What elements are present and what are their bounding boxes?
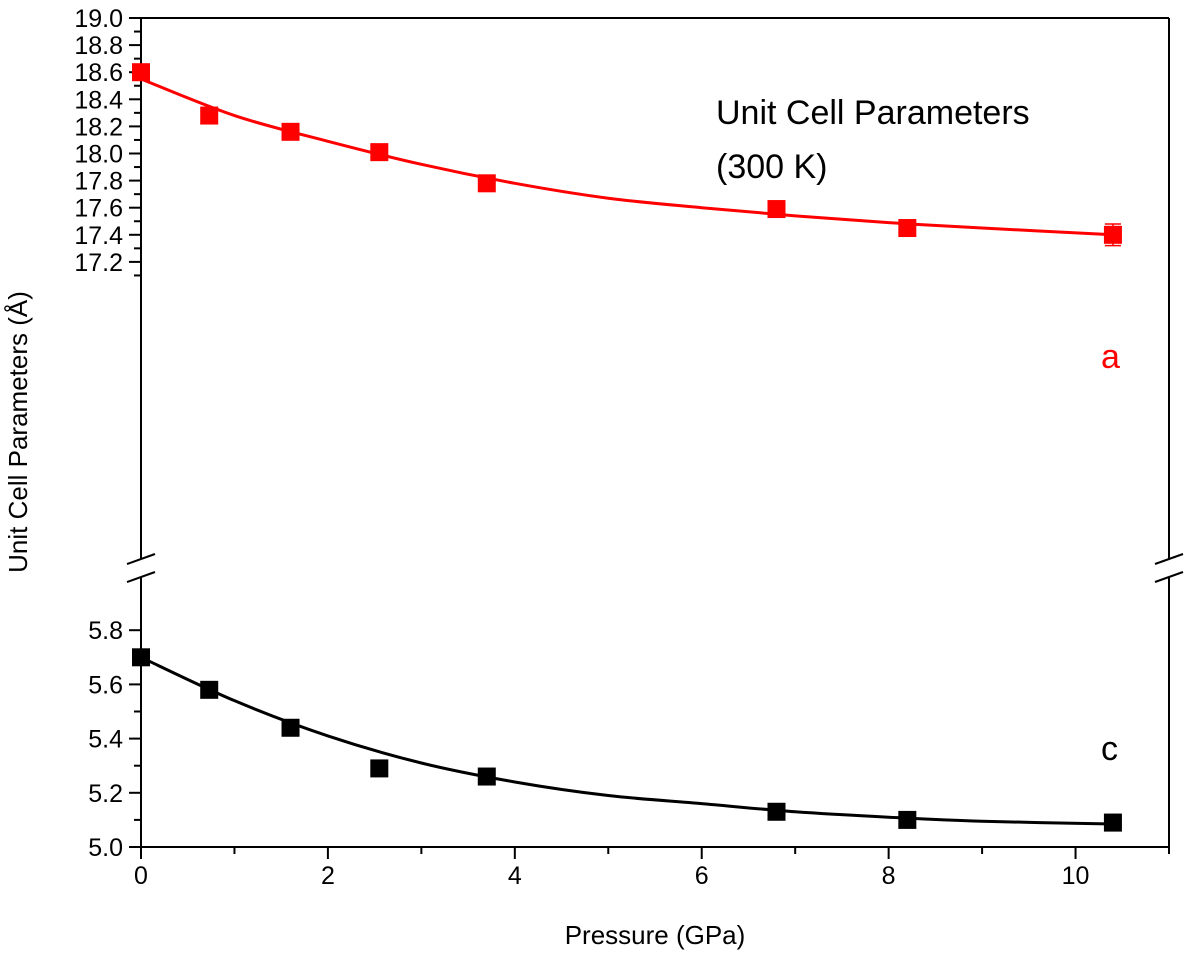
fit-curves — [140, 77, 1114, 826]
x-tick-label: 2 — [321, 862, 335, 890]
x-tick-label: 0 — [134, 862, 148, 890]
axis-break-mark — [126, 571, 156, 583]
data-points — [132, 63, 1122, 832]
data-point-a — [898, 219, 917, 238]
data-point-c — [132, 648, 150, 667]
y-axis-label: Unit Cell Parameters (Å) — [3, 291, 33, 573]
data-point-a — [477, 174, 496, 193]
x-axis-label: Pressure (GPa) — [565, 920, 746, 950]
y-upper-tick-label: 18.4 — [74, 86, 123, 114]
y-upper-tick-label: 19.0 — [74, 5, 123, 33]
y-lower-tick-label: 5.2 — [88, 780, 123, 808]
series-label-a: a — [1101, 338, 1120, 376]
y-upper-tick-label: 17.2 — [74, 249, 123, 277]
data-point-c — [281, 718, 300, 737]
y-upper-tick-label: 18.8 — [74, 32, 123, 60]
y-upper-tick-label: 18.6 — [74, 59, 123, 87]
data-point-a — [200, 106, 219, 125]
data-point-a — [1103, 225, 1122, 244]
data-point-a — [767, 200, 786, 219]
y-upper-tick-label: 17.8 — [74, 168, 123, 196]
axis-ticks: 0 2 4 6 8 1017.217.417.617.818.018.218.418.61… — [74, 5, 1170, 890]
axis-break-mark — [126, 553, 156, 565]
axis-break-mark — [1154, 571, 1184, 583]
plot-frame — [126, 17, 1184, 848]
y-lower-tick-label: 5.8 — [88, 617, 123, 645]
fit-curve-c — [140, 655, 1113, 826]
chart-subtitle: (300 K) — [716, 148, 828, 186]
y-upper-tick-label: 18.0 — [74, 141, 123, 169]
y-upper-tick-label: 18.2 — [74, 113, 123, 141]
y-lower-tick-label: 5.0 — [88, 834, 123, 862]
y-lower-tick-label: 5.6 — [88, 671, 123, 699]
data-point-a — [370, 143, 389, 162]
chart-title: Unit Cell Parameters — [716, 94, 1030, 132]
data-point-c — [767, 802, 786, 821]
x-tick-label: 6 — [695, 862, 709, 890]
y-upper-tick-label: 17.4 — [74, 222, 123, 250]
data-point-c — [200, 680, 219, 699]
y-lower-tick-label: 5.4 — [88, 726, 123, 754]
data-point-c — [1103, 813, 1122, 832]
data-point-c — [898, 810, 917, 829]
data-point-c — [370, 759, 389, 778]
y-upper-tick-label: 17.6 — [74, 195, 123, 223]
data-point-c — [477, 767, 496, 786]
x-tick-label: 10 — [1062, 862, 1090, 890]
data-point-a — [132, 63, 150, 82]
data-point-a — [281, 122, 300, 141]
series-label-c: c — [1101, 730, 1118, 768]
axis-break-mark — [1154, 553, 1184, 565]
x-tick-label: 4 — [508, 862, 522, 890]
x-tick-label: 8 — [882, 862, 896, 890]
